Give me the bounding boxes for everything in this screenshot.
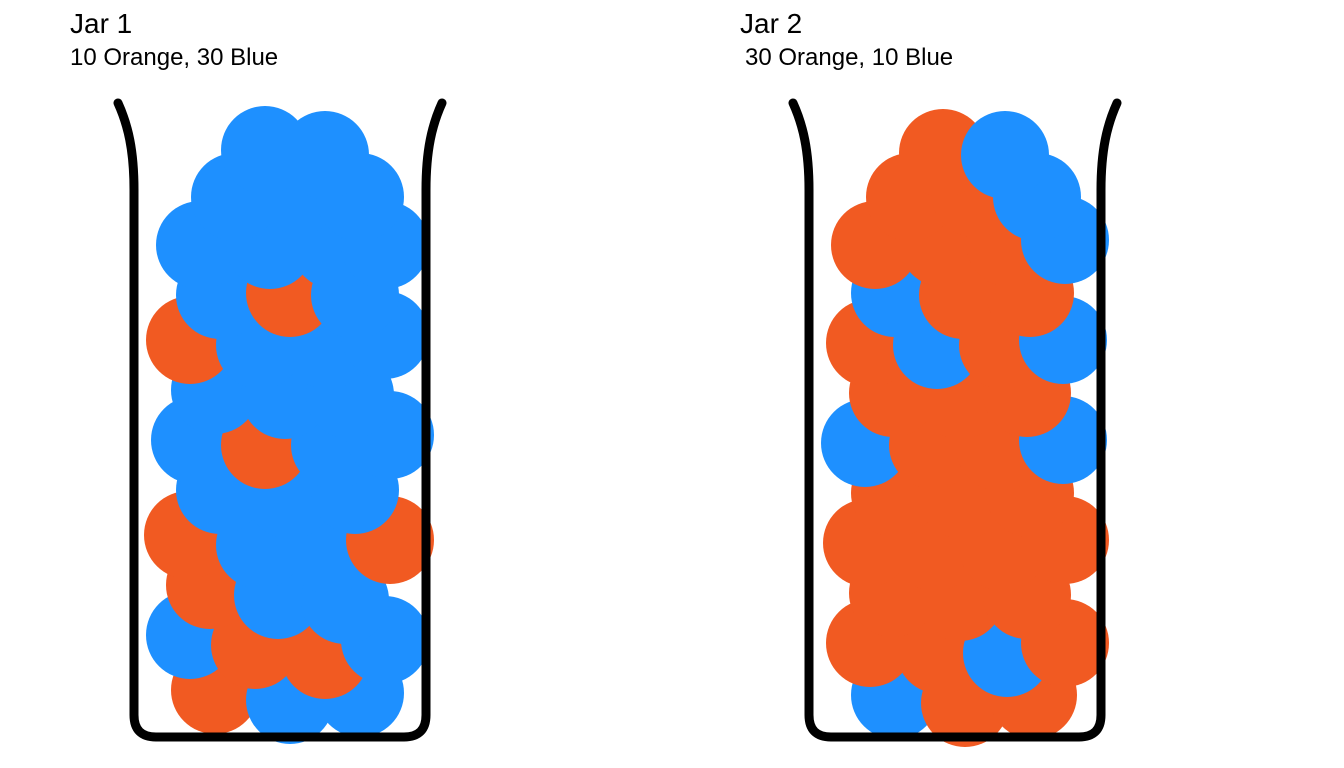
diagram-stage: Jar 1 10 Orange, 30 Blue Jar 2 30 Orange… [0, 0, 1344, 768]
balls-group [821, 109, 1109, 747]
jar2-svg [775, 95, 1135, 755]
jar1-title: Jar 1 [70, 8, 132, 40]
ball-blue [961, 111, 1049, 199]
jar1-subtitle: 10 Orange, 30 Blue [70, 44, 278, 72]
jar2-graphic [775, 95, 1135, 755]
jar1-graphic [100, 95, 460, 755]
balls-group [144, 106, 434, 744]
jar2-subtitle: 30 Orange, 10 Blue [745, 44, 953, 72]
jar1-svg [100, 95, 460, 755]
jar2-title: Jar 2 [740, 8, 802, 40]
ball-blue [281, 111, 369, 199]
